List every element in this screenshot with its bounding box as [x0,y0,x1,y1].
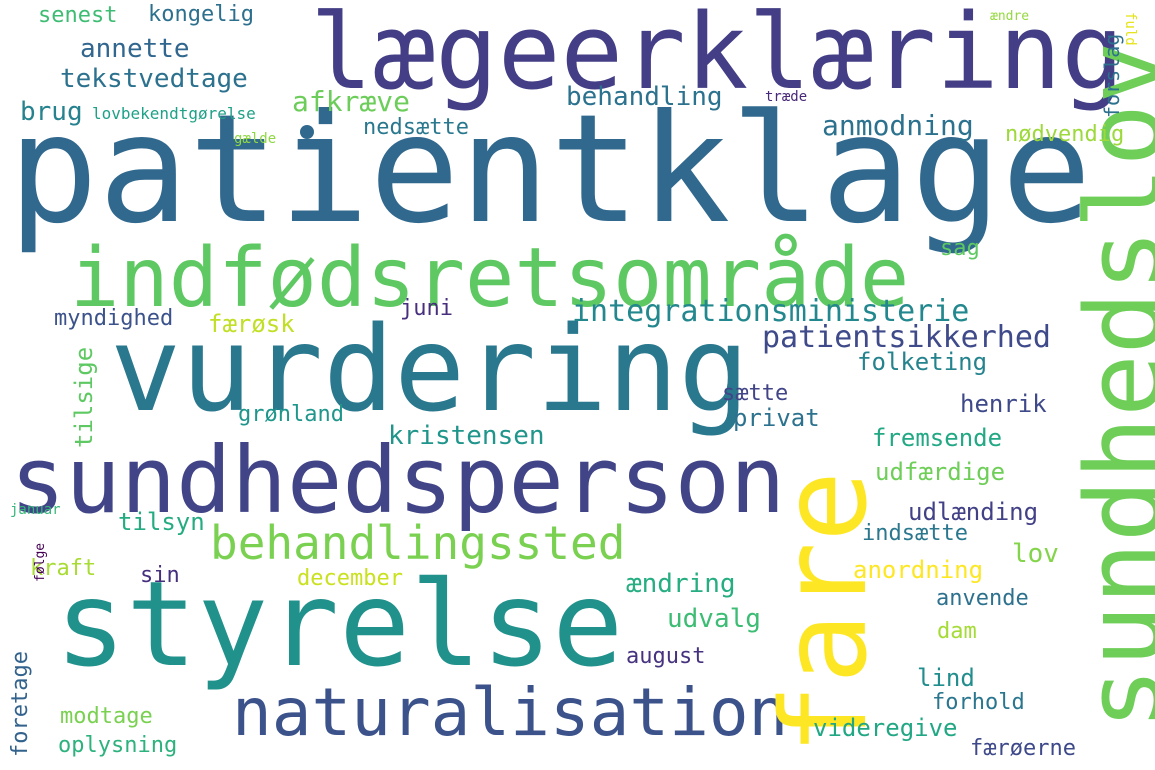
word-kraft: kraft [30,556,97,581]
word-færøerne: færøerne [970,736,1076,761]
word-folketing: folketing [857,348,988,376]
word-styrelse: styrelse [55,555,624,693]
word-forslag: forslag [1100,33,1124,118]
word-sin: sin [140,563,180,588]
word-indsætte: indsætte [862,521,968,546]
word-udlænding: udlænding [908,498,1039,526]
word-vurdering: vurdering [110,300,750,438]
word-senest: senest [38,3,118,28]
word-udvalg: udvalg [667,604,761,634]
word-annette: annette [80,34,190,64]
word-træde: træde [765,89,808,105]
word-oplysning: oplysning [58,733,178,758]
word-kongelig: kongelig [148,2,254,27]
word-grønland: grønland [238,402,344,427]
word-integrationsministerie: integrationsministerie [572,294,970,329]
word-forhold: forhold [932,690,1025,715]
word-patientklage: patientklage [8,83,1092,257]
word-dam: dam [937,619,977,644]
word-sag: sag [940,236,980,261]
word-ændring: ændring [626,569,736,599]
word-januar: januar [10,502,61,518]
word-fremsende: fremsende [872,424,1003,452]
word-foretage: foretage [8,651,33,757]
word-følge: følge [33,542,48,582]
word-lind: lind [917,664,975,692]
word-privat: privat [733,404,820,432]
word-patientsikkerhed: patientsikkerhed [762,320,1051,355]
word-lovbekendtgørelse: lovbekendtgørelse [92,104,256,123]
word-nedsætte: nedsætte [363,115,469,140]
word-anmodning: anmodning [822,109,974,142]
word-brug: brug [20,97,83,127]
word-tekstvedtage: tekstvedtage [60,64,248,94]
word-ændre: ændre [990,9,1030,24]
word-sætte: sætte [722,381,789,406]
word-henrik: henrik [960,390,1047,418]
word-behandlingssted: behandlingssted [210,516,626,570]
word-modtage: modtage [60,704,153,729]
word-fare: fare [755,470,893,755]
word-dot [300,125,314,139]
word-færøsk: færøsk [208,310,295,338]
word-behandling: behandling [566,82,723,112]
word-udfærdige: udfærdige [875,458,1006,486]
word-afkræve: afkræve [292,85,411,118]
word-videregive: videregive [813,714,958,742]
word-anordning: anordning [853,556,984,584]
word-sundhedsperson: sundhedsperson [10,427,786,534]
word-tilsige: tilsige [70,346,98,448]
word-lov: lov [1012,539,1059,569]
word-december: december [297,566,403,591]
word-tilsyn: tilsyn [118,508,205,536]
word-juni: juni [400,296,453,321]
word-naturalisation: naturalisation [232,674,789,751]
word-august: august [626,644,706,669]
word-lægeerklæring: lægeerklæring [310,0,1124,113]
word-indfødsretsområde: indfødsretsområde [70,231,910,326]
word-kristensen: kristensen [388,421,545,451]
word-fuld: fuld [1122,12,1138,46]
word-anvende: anvende [936,586,1029,611]
word-nødvendig: nødvendig [1005,122,1125,147]
word-myndighed: myndighed [54,306,174,331]
word-gælde: gælde [234,131,277,147]
